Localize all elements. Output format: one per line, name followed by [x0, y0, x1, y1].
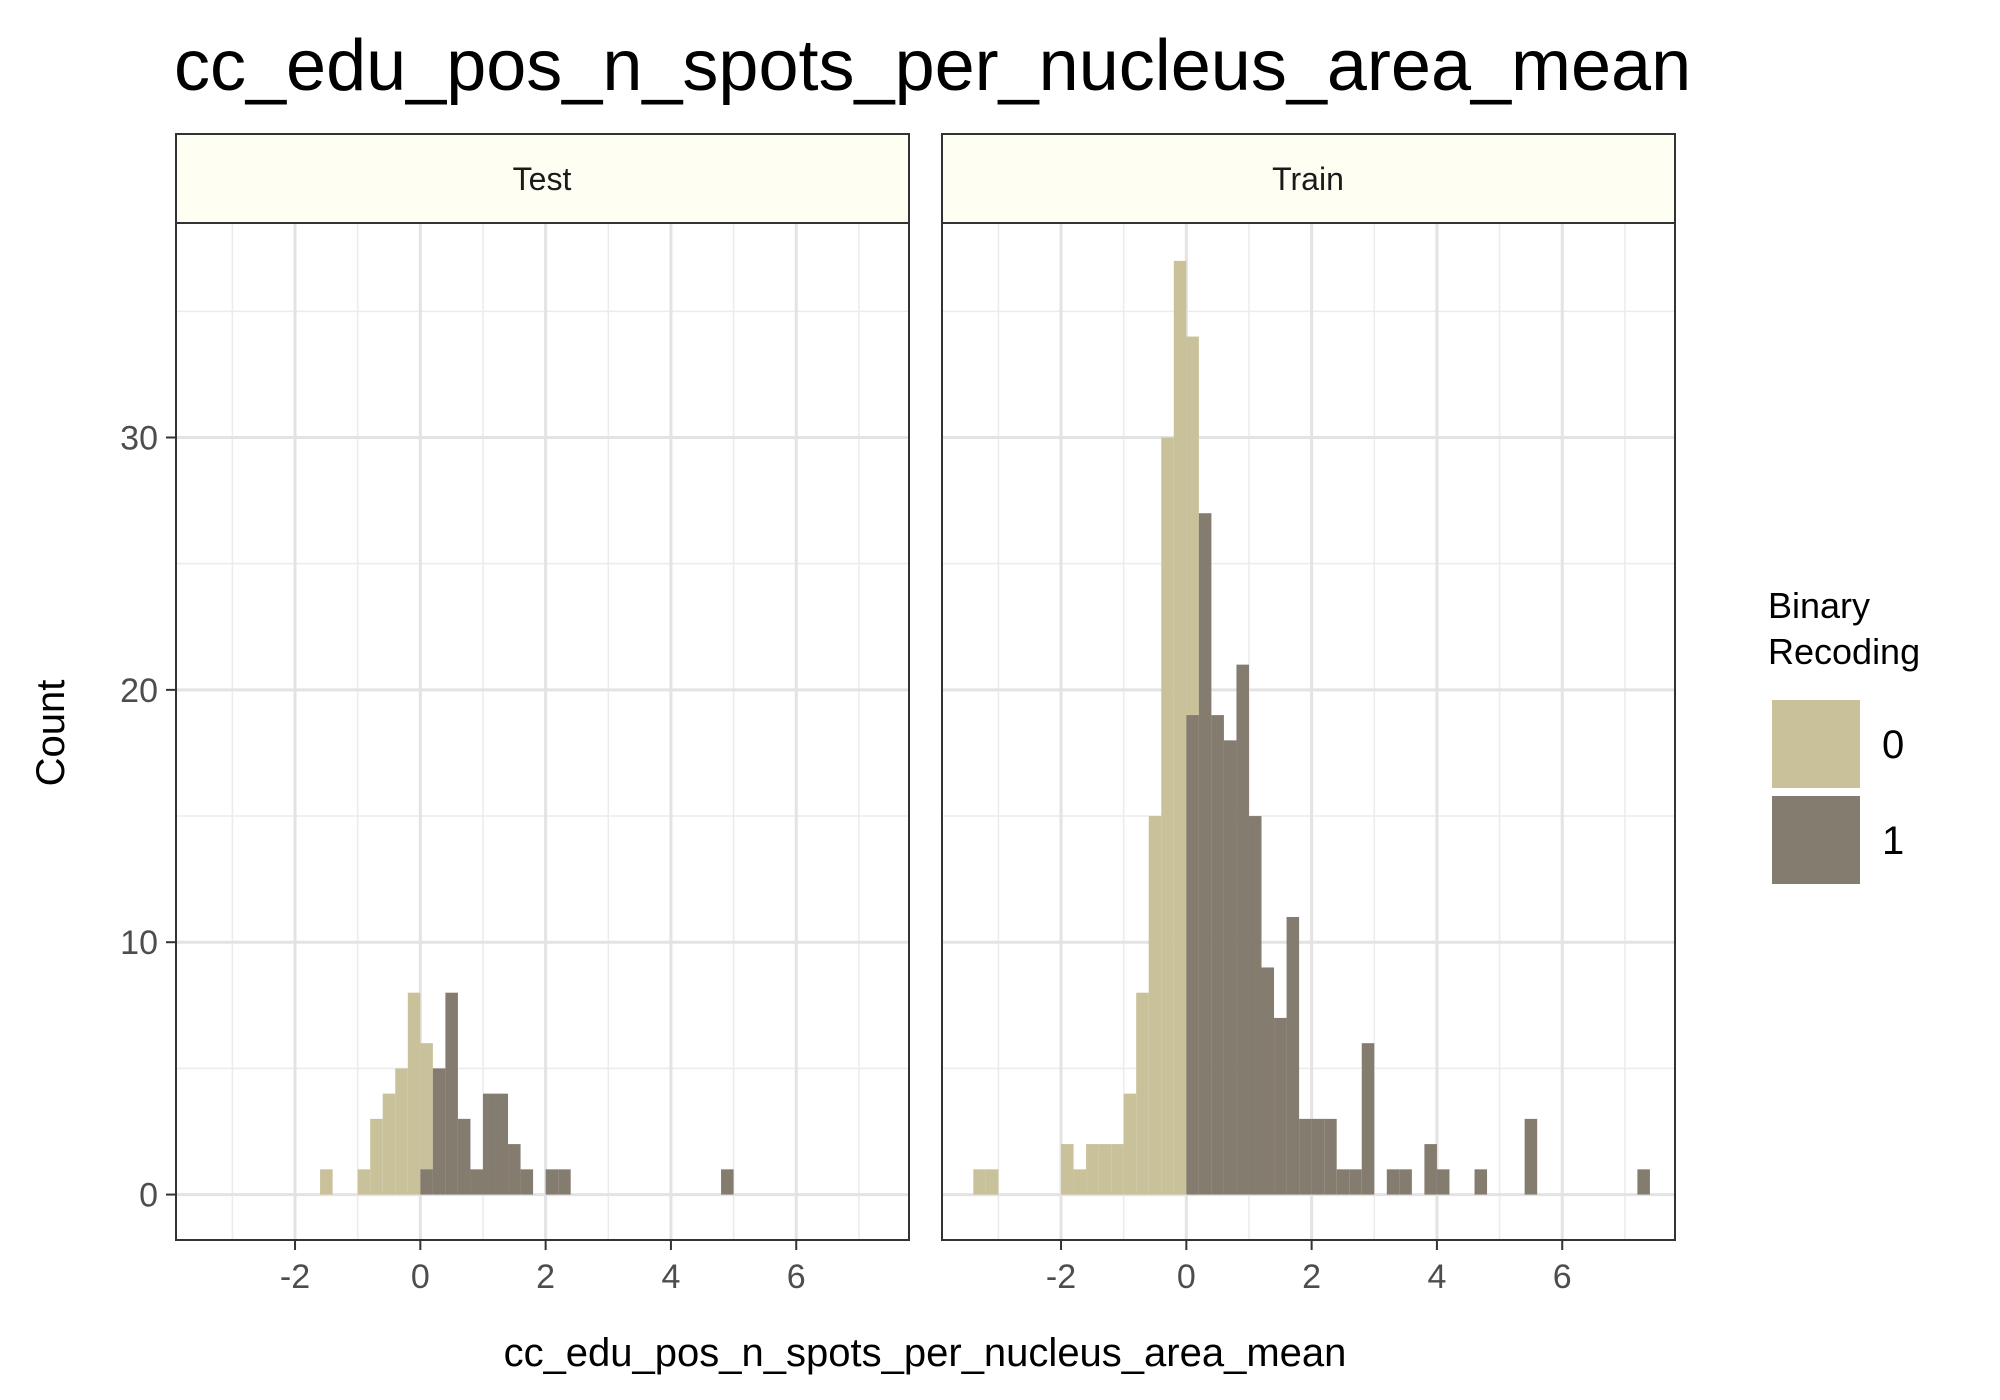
legend-key-1 [1772, 796, 1860, 884]
histogram-bar-test-series-1 [470, 1169, 483, 1195]
histogram-bar-train-series-1 [1223, 740, 1237, 1195]
strip-label-test: Test [513, 161, 572, 197]
histogram-bar-train-series-1 [1311, 1118, 1325, 1195]
histogram-bar-test-series-0 [320, 1169, 333, 1195]
histogram-bar-train-series-1 [1524, 1118, 1538, 1195]
histogram-bar-train-series-1 [1399, 1169, 1412, 1195]
histogram-bar-train-series-1 [1386, 1169, 1400, 1195]
x-axis-title: cc_edu_pos_n_spots_per_nucleus_area_mean [504, 1331, 1347, 1375]
y-axis: 0 10 20 30 [120, 420, 176, 1215]
histogram-bar-train-series-0 [985, 1169, 999, 1195]
histogram-bar-test-series-0 [395, 1068, 408, 1195]
histogram-bar-test-series-1 [457, 1118, 471, 1195]
histogram-bar-test-series-0 [370, 1118, 383, 1195]
histogram-bar-train-series-1 [1236, 664, 1249, 1195]
histogram-bar-test-series-1 [508, 1144, 521, 1195]
histogram-bar-test-series-1 [495, 1093, 509, 1195]
panel-border-test [175, 222, 910, 1241]
panel-border-train [941, 222, 1676, 1241]
histogram-bar-train-series-0 [1148, 816, 1162, 1195]
histogram-bar-train-series-0 [1161, 437, 1174, 1195]
x-tick-label-train: 4 [1427, 1258, 1446, 1296]
x-tick-label-train: 6 [1553, 1258, 1572, 1296]
y-tick-label: 0 [139, 1177, 158, 1215]
histogram-bar-train-series-0 [1061, 1144, 1074, 1195]
panel-train: Train [941, 133, 1676, 1241]
x-tick-label-test: 2 [536, 1258, 555, 1296]
x-tick-label-train: 0 [1177, 1258, 1196, 1296]
y-tick-label: 10 [120, 924, 158, 962]
histogram-bar-test-series-1 [558, 1169, 571, 1195]
x-axis-test: -2 0 2 4 6 [280, 1240, 806, 1296]
x-tick-label-train: 2 [1302, 1258, 1321, 1296]
histogram-bar-train-series-1 [1474, 1169, 1488, 1195]
histogram-bar-train-series-0 [973, 1169, 986, 1195]
histogram-bar-train-series-1 [1211, 715, 1224, 1195]
legend: Binary Recoding 0 1 [1768, 585, 1920, 884]
histogram-bar-train-series-1 [1186, 715, 1199, 1195]
x-axis-train: -2 0 2 4 6 [1046, 1240, 1572, 1296]
histogram-bar-train-series-1 [1198, 513, 1212, 1195]
x-tick-label-test: 0 [411, 1258, 430, 1296]
histogram-bar-test-series-1 [721, 1169, 734, 1195]
histogram-bar-test-series-1 [545, 1169, 559, 1195]
legend-key-0 [1772, 700, 1860, 788]
y-axis-title: Count [29, 680, 73, 787]
histogram-bar-train-series-1 [1424, 1144, 1437, 1195]
x-tick-label-train: -2 [1046, 1258, 1076, 1296]
legend-label-1: 1 [1882, 819, 1904, 863]
x-tick-label-test: -2 [280, 1258, 310, 1296]
legend-title-line-1: Binary [1768, 585, 1870, 626]
histogram-bar-train-series-1 [1261, 967, 1275, 1195]
legend-label-0: 0 [1882, 723, 1904, 767]
histogram-bar-train-series-1 [1324, 1118, 1337, 1195]
histogram-bar-train-series-1 [1336, 1169, 1350, 1195]
histogram-bar-train-series-1 [1248, 816, 1262, 1195]
histogram-bar-test-series-0 [407, 992, 421, 1195]
chart-title: cc_edu_pos_n_spots_per_nucleus_area_mean [174, 26, 1691, 106]
histogram-bar-train-series-0 [1136, 992, 1149, 1195]
histogram-bar-test-series-1 [445, 992, 458, 1195]
histogram-bar-train-series-1 [1299, 1118, 1312, 1195]
histogram-bar-train-series-0 [1098, 1144, 1112, 1195]
histogram-bar-test-series-1 [520, 1169, 534, 1195]
histogram-bar-train-series-1 [1436, 1169, 1450, 1195]
y-tick-label: 30 [120, 420, 158, 458]
histogram-bar-train-series-0 [1123, 1093, 1137, 1195]
histogram-bar-test-series-1 [420, 1169, 433, 1195]
histogram-bar-train-series-1 [1286, 916, 1300, 1195]
histogram-bar-train-series-1 [1274, 1017, 1287, 1195]
strip-test-background [175, 133, 910, 224]
histogram-bar-test-series-1 [432, 1068, 446, 1195]
histogram-bar-test-series-0 [420, 1043, 433, 1195]
histogram-bar-train-series-0 [1073, 1169, 1087, 1195]
panel-test: Test [175, 133, 910, 1241]
x-tick-label-test: 4 [661, 1258, 680, 1296]
histogram-bar-test-series-1 [482, 1093, 496, 1195]
histogram-bar-train-series-1 [1349, 1169, 1362, 1195]
histogram-bar-train-series-0 [1086, 1144, 1099, 1195]
strip-label-train: Train [1272, 161, 1344, 197]
histogram-bar-test-series-0 [382, 1093, 396, 1195]
legend-title-line-2: Recoding [1768, 631, 1920, 672]
y-tick-label: 20 [120, 672, 158, 710]
plot-area-train [941, 222, 1676, 1241]
plot-area-test [175, 222, 910, 1241]
plot-background-test [176, 223, 909, 1240]
x-tick-label-test: 6 [787, 1258, 806, 1296]
histogram-bar-train-series-1 [1361, 1043, 1375, 1195]
histogram-bar-train-series-0 [1111, 1144, 1124, 1195]
histogram-bar-train-series-0 [1173, 260, 1187, 1195]
plot-background-train [942, 223, 1675, 1240]
histogram-bar-train-series-1 [1637, 1169, 1650, 1195]
histogram-bar-test-series-0 [357, 1169, 371, 1195]
